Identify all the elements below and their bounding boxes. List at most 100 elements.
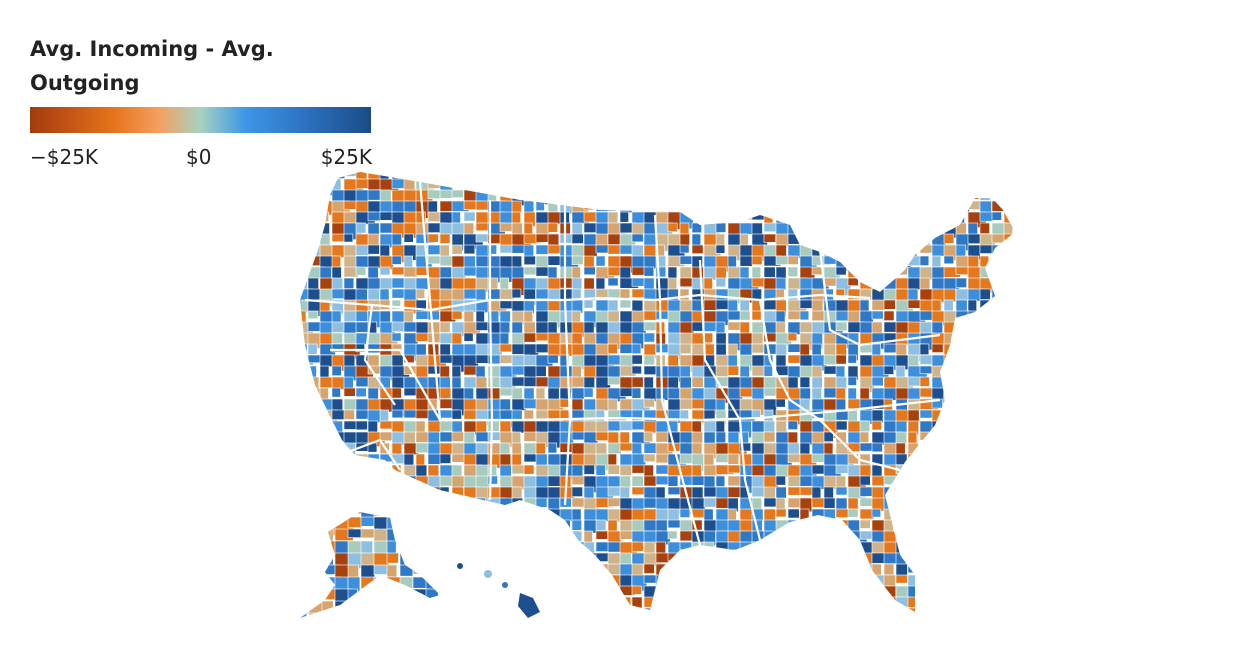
- county-cell: [811, 541, 826, 551]
- county-cell: [547, 172, 563, 181]
- county-cell: [487, 596, 499, 611]
- county-cell: [1003, 332, 1015, 349]
- county-cell: [799, 574, 819, 586]
- county-cell: [763, 178, 783, 191]
- county-cell: [1016, 190, 1025, 204]
- county-cell: [300, 519, 308, 530]
- county-cell: [607, 178, 625, 193]
- county-cell: [373, 576, 395, 596]
- county-cell: [438, 600, 440, 618]
- county-cell: [979, 563, 995, 573]
- county-cell: [799, 541, 817, 560]
- county-cell: [955, 486, 973, 498]
- county-cell: [439, 233, 451, 244]
- county-cell: [391, 178, 405, 189]
- county-cell: [991, 596, 1004, 611]
- county-cell: [943, 574, 960, 587]
- county-cell: [632, 619, 647, 632]
- county-cell: [559, 596, 577, 612]
- county-cell: [751, 310, 762, 321]
- county-cell: [619, 552, 632, 566]
- county-cell: [499, 541, 517, 557]
- county-cell: [751, 189, 771, 202]
- county-cell: [979, 172, 994, 181]
- county-cell: [823, 431, 834, 442]
- county-cell: [343, 453, 354, 463]
- county-cell: [415, 172, 432, 179]
- county-cell: [547, 266, 558, 280]
- county-cell: [931, 596, 948, 609]
- alaska-counties: [300, 512, 440, 618]
- county-cell: [343, 233, 354, 243]
- county-cell: [300, 552, 314, 566]
- county-cell: [979, 420, 990, 430]
- county-cell: [727, 607, 738, 612]
- county-cell: [823, 530, 840, 540]
- county-cell: [415, 519, 432, 536]
- county-cell: [300, 343, 308, 357]
- county-cell: [823, 596, 838, 608]
- county-cell: [943, 189, 958, 203]
- county-cell: [811, 596, 824, 607]
- county-cell: [811, 172, 823, 178]
- county-cell: [979, 211, 994, 222]
- county-cell: [943, 178, 957, 194]
- county-cell: [835, 563, 848, 573]
- county-cell: [907, 277, 921, 291]
- county-cell: [547, 574, 567, 586]
- county-cell: [979, 464, 995, 482]
- county-cell: [643, 189, 657, 207]
- county-cell: [955, 387, 971, 397]
- county-cell: [535, 563, 552, 577]
- county-cell: [835, 233, 851, 249]
- county-cell: [847, 211, 858, 221]
- county-cell: [1003, 266, 1015, 277]
- county-cell: [1016, 245, 1030, 259]
- county-cell: [895, 552, 907, 566]
- county-cell: [656, 619, 672, 636]
- county-cell: [412, 540, 424, 558]
- county-cell: [667, 563, 685, 581]
- county-cell: [425, 516, 440, 533]
- county-cell: [439, 497, 457, 514]
- county-cell: [511, 172, 526, 177]
- county-cell: [300, 585, 308, 595]
- county-cell: [1003, 365, 1015, 377]
- county-cell: [607, 442, 622, 455]
- county-cell: [343, 475, 360, 489]
- county-cell: [955, 277, 967, 288]
- county-cell: [487, 376, 501, 388]
- county-cell: [332, 619, 348, 633]
- county-cell: [412, 516, 433, 537]
- county-cell: [859, 310, 874, 324]
- county-cell: [1016, 278, 1030, 296]
- county-cell: [835, 321, 848, 332]
- county-cell: [524, 619, 537, 628]
- county-cell: [1003, 596, 1015, 607]
- county-cell: [811, 222, 830, 237]
- county-cell: [919, 376, 930, 387]
- county-cell: [535, 530, 554, 540]
- county-cell: [979, 409, 997, 425]
- county-cell: [307, 398, 320, 408]
- county-cell: [739, 233, 749, 247]
- county-cell: [968, 619, 986, 636]
- county-cell: [427, 365, 441, 375]
- county-cell: [895, 519, 916, 534]
- county-cell: [799, 563, 810, 579]
- county-cell: [967, 607, 980, 612]
- county-cell: [511, 497, 523, 507]
- county-cell: [679, 596, 699, 611]
- county-cell: [979, 431, 998, 449]
- county-cell: [475, 321, 489, 331]
- county-cell: [523, 508, 536, 522]
- county-cell: [931, 211, 947, 229]
- county-cell: [799, 200, 817, 217]
- county-cell: [979, 497, 997, 512]
- county-cell: [967, 365, 979, 379]
- county-cell: [799, 442, 811, 455]
- county-cell: [859, 486, 874, 497]
- county-cell: [571, 189, 588, 202]
- county-cell: [991, 420, 1004, 437]
- county-cell: [931, 519, 944, 537]
